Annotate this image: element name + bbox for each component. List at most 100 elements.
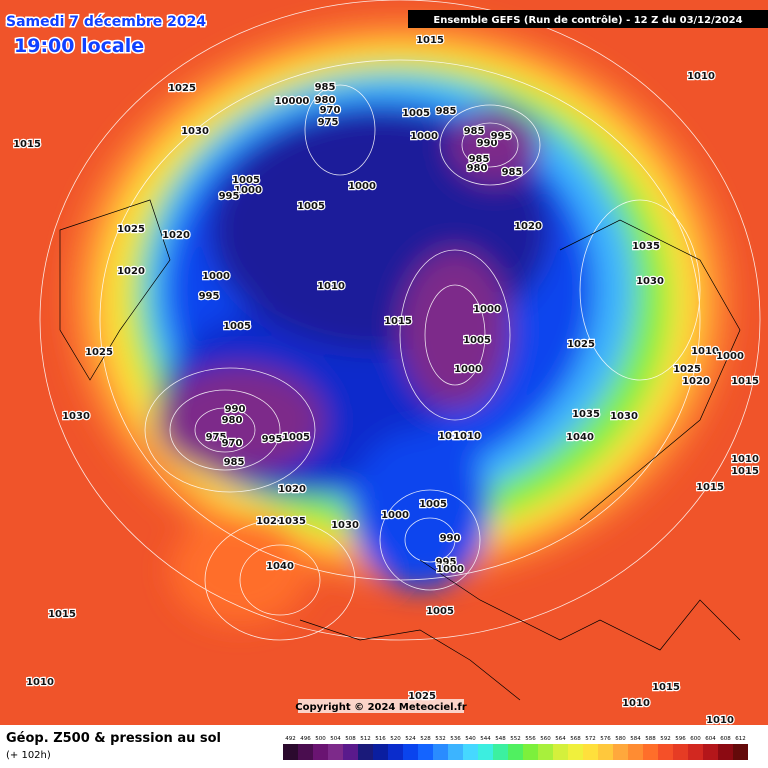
isobar-label: 980 <box>315 95 336 106</box>
valid-time: 19:00 locale <box>14 35 144 57</box>
scale-label: 540 <box>465 736 476 742</box>
scale-label: 512 <box>360 736 371 742</box>
isobar-label: 995 <box>436 557 457 568</box>
isobar-label: 1010 <box>438 431 466 442</box>
isobar-label: 1000 <box>348 181 376 192</box>
scale-swatch <box>493 744 508 760</box>
isobar-label: 1030 <box>62 411 90 422</box>
scale-swatch <box>538 744 553 760</box>
isobar-label: 985 <box>315 82 336 93</box>
isobar-label: 1025 <box>168 83 196 94</box>
scale-swatch <box>688 744 703 760</box>
isobar-label: 1000 <box>381 510 409 521</box>
scale-label: 564 <box>555 736 566 742</box>
isobar-label: 1010 <box>453 431 481 442</box>
scale-swatch <box>403 744 418 760</box>
scale-label: 604 <box>705 736 716 742</box>
scale-label: 588 <box>645 736 656 742</box>
scale-swatch <box>343 744 358 760</box>
isobar-label: 1020 <box>278 484 306 495</box>
isobar-label: 1035 <box>278 516 306 527</box>
isobar-label: 995 <box>199 291 220 302</box>
scale-swatch <box>448 744 463 760</box>
isobar-label: 1010 <box>706 715 734 726</box>
isobar-label: 970 <box>222 438 243 449</box>
isobar-label: 975 <box>318 117 339 128</box>
isobar-label: 1025 <box>567 339 595 350</box>
isobar-label: 1000 <box>410 131 438 142</box>
isobar-label: 1005 <box>297 201 325 212</box>
isobar-label: 1010 <box>317 281 345 292</box>
isobar-label: 1005 <box>282 432 310 443</box>
isobar-label: 985 <box>469 154 490 165</box>
isobar-label: 1015 <box>731 466 759 477</box>
scale-label: 576 <box>600 736 611 742</box>
scale-swatch <box>418 744 433 760</box>
scale-label: 500 <box>315 736 326 742</box>
isobar-label: 1005 <box>223 321 251 332</box>
scale-label: 524 <box>405 736 416 742</box>
isobar-label: 1030 <box>181 126 209 137</box>
scale-label: 548 <box>495 736 506 742</box>
isobar-label: 1020 <box>162 230 190 241</box>
isobar-label: 10000 <box>275 96 310 107</box>
scale-swatch <box>328 744 343 760</box>
isobar-label: 995 <box>491 131 512 142</box>
scale-label: 608 <box>720 736 731 742</box>
scale-label: 580 <box>615 736 626 742</box>
isobar-label: 980 <box>222 415 243 426</box>
color-scale: 492 496 500 504 508 512 516 520 524 528 532 536 540 5… <box>283 736 748 760</box>
isobar-label: 1005 <box>402 108 430 119</box>
scale-swatch <box>388 744 403 760</box>
isobar-label: 1005 <box>463 335 491 346</box>
isobar-label: 1015 <box>384 316 412 327</box>
isobar-label: 990 <box>225 404 246 415</box>
isobar-label: 1020 <box>514 221 542 232</box>
copyright: Copyright © 2024 Meteociel.fr <box>295 702 466 713</box>
scale-label: 560 <box>540 736 551 742</box>
scale-swatch <box>583 744 598 760</box>
isobar-label: 1000 <box>454 364 482 375</box>
scale-label: 508 <box>345 736 356 742</box>
scale-swatch <box>478 744 493 760</box>
isobar-label: 1040 <box>266 561 294 572</box>
scale-swatch <box>433 744 448 760</box>
isobar-label: 1000 <box>202 271 230 282</box>
isobar-label: 1000 <box>436 564 464 575</box>
isobar-label: 1020 <box>682 376 710 387</box>
isobar-label: 1000 <box>716 351 744 362</box>
isobar-label: 1020 <box>117 266 145 277</box>
scale-swatch <box>523 744 538 760</box>
scale-label: 504 <box>330 736 341 742</box>
isobars <box>39 0 761 641</box>
isobar-label: 1005 <box>232 175 260 186</box>
scale-label: 496 <box>300 736 311 742</box>
scale-label: 596 <box>675 736 686 742</box>
isobar-label: 1000 <box>473 304 501 315</box>
isobar-label: 1035 <box>632 241 660 252</box>
valid-date: Samedi 7 décembre 2024 <box>6 14 206 30</box>
run-banner: Ensemble GEFS (Run de contrôle) - 12 Z d… <box>433 14 742 26</box>
isobar-label: 1015 <box>696 482 724 493</box>
isobar-label: 1010 <box>26 677 54 688</box>
scale-swatch <box>643 744 658 760</box>
scale-label: 532 <box>435 736 446 742</box>
scale-label: 568 <box>570 736 581 742</box>
isobar-label: 1025 <box>673 364 701 375</box>
isobar-label: 975 <box>206 432 227 443</box>
isobar-label: 990 <box>477 138 498 149</box>
scale-swatch <box>733 744 748 760</box>
geopotential-field <box>70 20 730 625</box>
scale-swatch <box>313 744 328 760</box>
scale-label: 536 <box>450 736 461 742</box>
isobar-label: 1020 <box>256 516 284 527</box>
isobar-label: 985 <box>224 457 245 468</box>
isobar-label: 985 <box>436 106 457 117</box>
scale-swatch <box>358 744 373 760</box>
isobar-label: 1025 <box>408 691 436 702</box>
copyright-box <box>298 699 464 713</box>
isobar-label: 1030 <box>610 411 638 422</box>
isobar-label: 995 <box>219 191 240 202</box>
